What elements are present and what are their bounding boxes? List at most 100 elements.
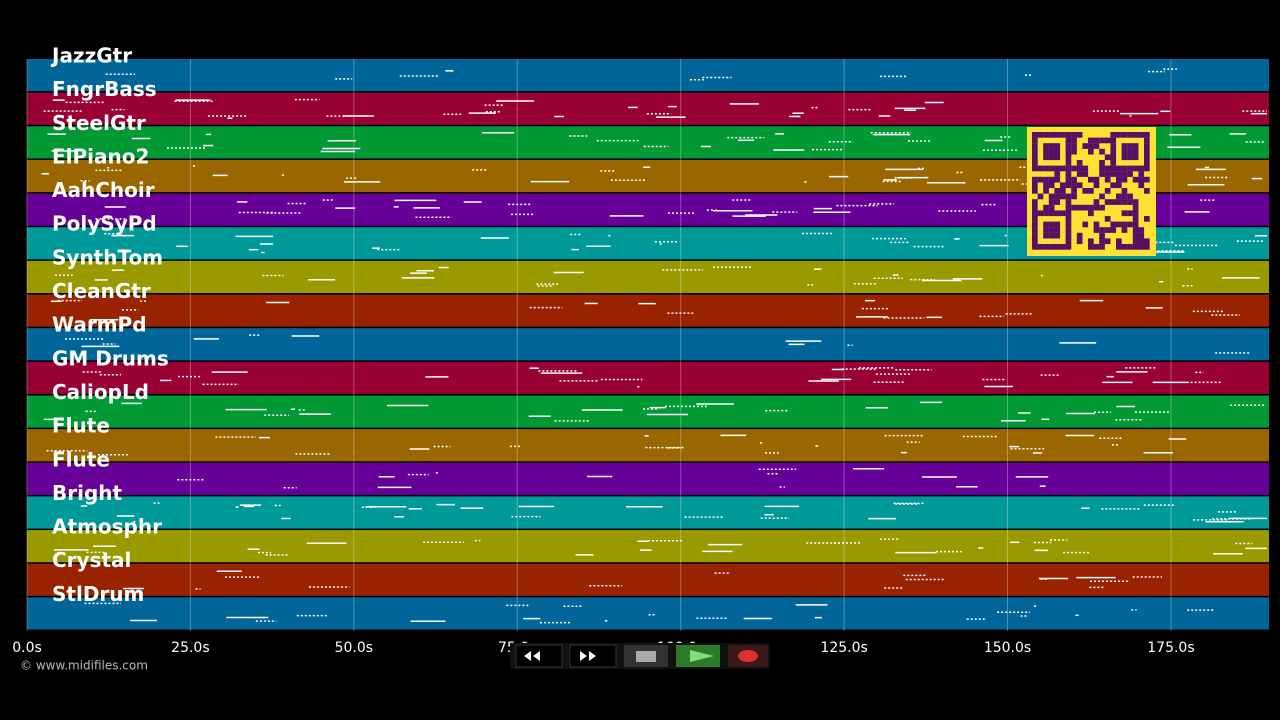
qr-module — [1076, 132, 1083, 138]
qr-module — [1138, 132, 1145, 138]
qr-module — [1099, 193, 1105, 200]
qr-module — [1144, 188, 1150, 194]
track-name: CaliopLd — [52, 380, 149, 404]
qr-module — [1082, 171, 1089, 177]
qr-module — [1076, 232, 1083, 239]
qr-module — [1054, 148, 1061, 155]
qr-module — [1043, 182, 1049, 189]
qr-module — [1048, 165, 1055, 172]
qr-module — [1082, 204, 1089, 211]
qr-module — [1132, 210, 1139, 217]
qr-module — [1054, 221, 1061, 228]
qr-module — [1032, 176, 1038, 183]
qr-module — [1127, 193, 1133, 200]
play-button[interactable] — [676, 645, 720, 667]
qr-module — [1065, 199, 1072, 205]
qr-module — [1071, 204, 1077, 211]
qr-module — [1043, 176, 1049, 183]
qr-module — [1121, 171, 1128, 177]
qr-module — [1043, 143, 1049, 149]
track-lane — [27, 395, 1269, 428]
qr-module — [1065, 216, 1072, 222]
qr-module — [1037, 210, 1044, 217]
qr-module — [1104, 137, 1111, 144]
qr-module — [1088, 188, 1094, 194]
qr-module — [1116, 244, 1122, 250]
qr-module — [1048, 143, 1055, 149]
qr-module — [1088, 176, 1094, 183]
stop-button[interactable] — [624, 645, 668, 667]
rewind-button[interactable] — [515, 644, 563, 668]
qr-code — [1027, 127, 1156, 256]
qr-module — [1144, 165, 1150, 172]
track-name: AahChoir — [52, 178, 155, 202]
qr-module — [1054, 244, 1061, 250]
qr-module — [1088, 210, 1094, 217]
qr-module — [1032, 232, 1038, 239]
qr-module — [1104, 238, 1111, 245]
qr-module — [1138, 182, 1145, 189]
qr-module — [1048, 221, 1055, 228]
qr-module — [1132, 216, 1139, 222]
qr-module — [1144, 176, 1150, 183]
qr-module — [1099, 227, 1105, 233]
time-tick-label: 125.0s — [820, 640, 867, 656]
qr-module — [1082, 165, 1089, 172]
qr-module — [1121, 221, 1128, 228]
qr-module — [1054, 143, 1061, 149]
qr-module — [1032, 227, 1038, 233]
forward-button[interactable] — [569, 644, 617, 668]
record-button[interactable] — [728, 645, 768, 667]
qr-module — [1054, 176, 1061, 183]
track-name: Bright — [52, 481, 123, 505]
track-lane — [27, 429, 1269, 462]
qr-module — [1065, 221, 1072, 228]
qr-module — [1093, 227, 1100, 233]
qr-module — [1032, 154, 1038, 161]
qr-module — [1127, 171, 1133, 177]
qr-module — [1088, 244, 1094, 250]
qr-module — [1116, 171, 1122, 177]
qr-module — [1138, 227, 1145, 233]
qr-module — [1043, 227, 1049, 233]
qr-module — [1093, 176, 1100, 183]
qr-module — [1121, 188, 1128, 194]
qr-module — [1071, 193, 1077, 200]
qr-module — [1132, 199, 1139, 205]
qr-module — [1032, 160, 1038, 166]
qr-module — [1065, 210, 1072, 217]
qr-module — [1088, 204, 1094, 211]
qr-module — [1099, 204, 1105, 211]
track-name: PolySyPd — [52, 212, 157, 236]
qr-module — [1121, 210, 1128, 217]
qr-module — [1110, 132, 1117, 138]
qr-module — [1132, 132, 1139, 138]
qr-module — [1048, 227, 1055, 233]
transport-controls — [510, 643, 770, 669]
track-lane — [27, 563, 1269, 596]
track-name: SteelGtr — [52, 111, 146, 135]
qr-module — [1121, 193, 1128, 200]
qr-module — [1110, 137, 1117, 144]
qr-module — [1116, 176, 1122, 183]
qr-module — [1043, 232, 1049, 239]
qr-module — [1099, 171, 1105, 177]
qr-module — [1060, 182, 1066, 189]
qr-module — [1093, 137, 1100, 144]
qr-module — [1048, 148, 1055, 155]
track-name: Crystal — [52, 548, 131, 572]
qr-module — [1099, 137, 1105, 144]
qr-module — [1065, 143, 1072, 149]
qr-module — [1060, 210, 1066, 217]
qr-module — [1054, 171, 1061, 177]
qr-module — [1144, 238, 1150, 245]
qr-module — [1032, 165, 1038, 172]
qr-module — [1099, 148, 1105, 155]
qr-module — [1116, 238, 1122, 245]
qr-module — [1099, 232, 1105, 239]
time-tick-label: 150.0s — [984, 640, 1031, 656]
qr-module — [1032, 204, 1038, 211]
qr-module — [1071, 143, 1077, 149]
qr-module — [1082, 188, 1089, 194]
track-name: ElPiano2 — [52, 144, 149, 168]
